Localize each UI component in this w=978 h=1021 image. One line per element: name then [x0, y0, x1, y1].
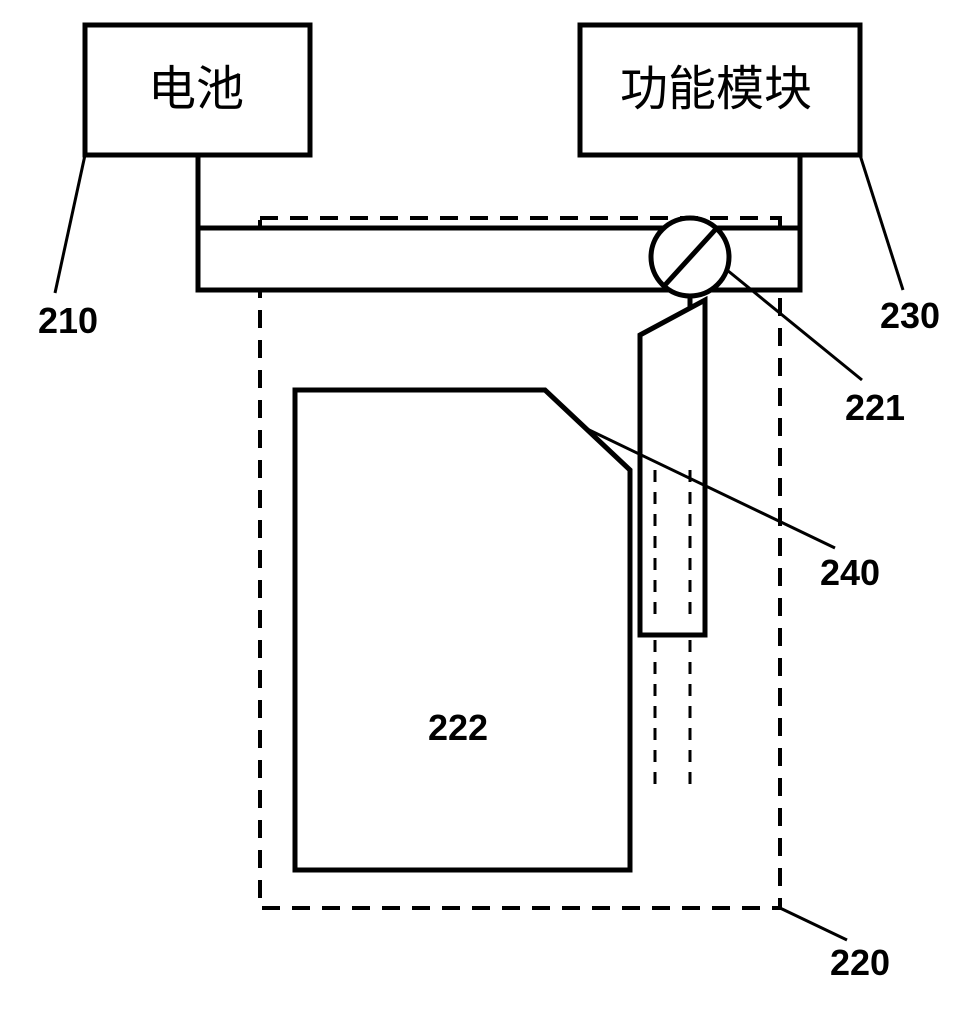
- technical-diagram: 电池 功能模块: [0, 0, 978, 1021]
- ref-230: 230: [880, 295, 940, 336]
- leader-220: [780, 908, 847, 940]
- ref-240: 240: [820, 552, 880, 593]
- battery-label: 电池: [148, 63, 244, 116]
- ref-220: 220: [830, 942, 890, 983]
- function-module-label: 功能模块: [620, 63, 812, 116]
- leader-240: [585, 428, 835, 548]
- ref-222: 222: [428, 707, 488, 748]
- leader-210: [55, 155, 85, 293]
- diagram-container: 电池 功能模块: [0, 0, 978, 1021]
- ref-210: 210: [38, 300, 98, 341]
- leader-230: [860, 155, 903, 290]
- block-222: [295, 390, 630, 870]
- ref-221: 221: [845, 387, 905, 428]
- small-rect-240: [640, 300, 705, 635]
